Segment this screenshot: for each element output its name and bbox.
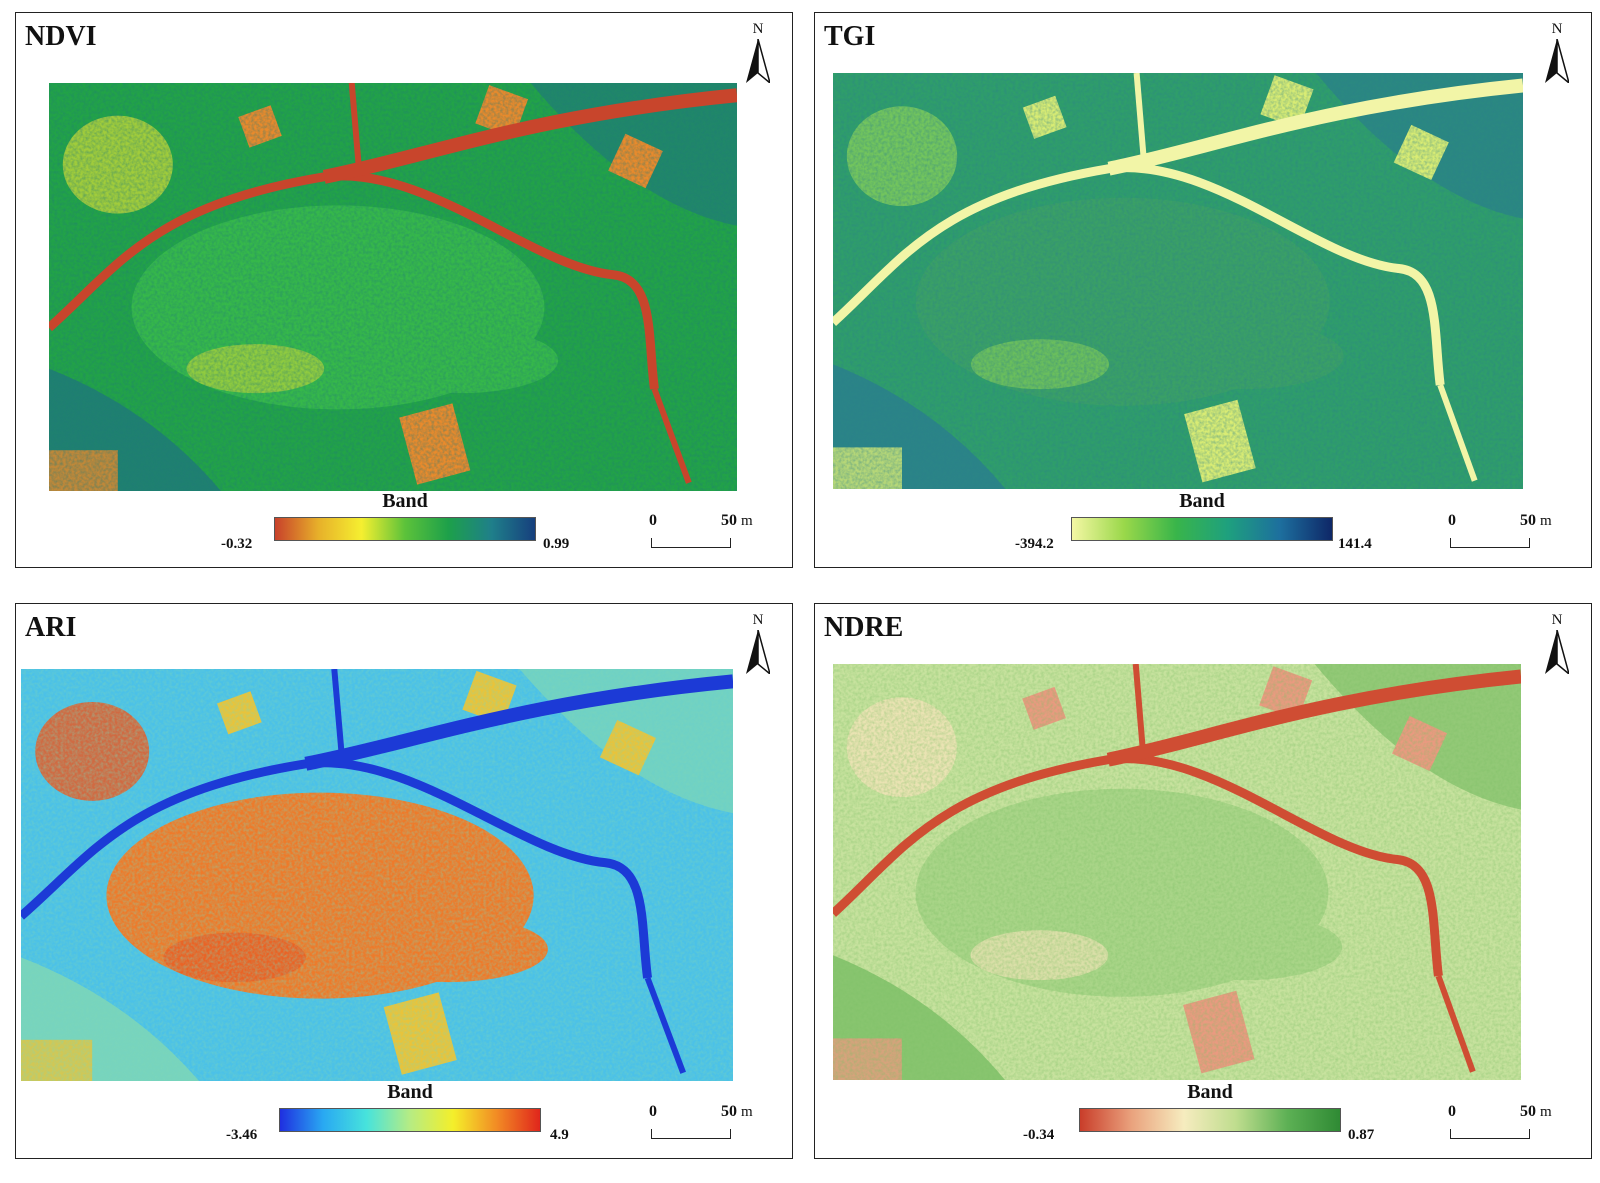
colorbar-max-label: 4.9 <box>550 1127 569 1143</box>
scale-unit: m <box>1540 1104 1552 1120</box>
north-label: N <box>752 612 764 628</box>
scale-bar-line <box>1450 538 1530 548</box>
legend-title: Band <box>1179 490 1225 512</box>
scale-zero-label: 0 <box>649 512 657 529</box>
colorbar <box>279 1108 541 1132</box>
north-arrow: N <box>1543 612 1571 674</box>
index-map <box>833 73 1523 489</box>
colorbar-max-label: 141.4 <box>1338 536 1372 552</box>
panel-ari: ARI N Band -3.46 4.9 0 50 m <box>15 603 793 1159</box>
index-map <box>833 664 1521 1080</box>
legend-title: Band <box>387 1081 433 1103</box>
scale-zero-label: 0 <box>649 1103 657 1120</box>
panel-title: NDRE <box>824 612 904 643</box>
scale-bar: 0 50 m <box>1448 512 1568 558</box>
scale-bar: 0 50 m <box>1448 1103 1568 1149</box>
scale-bar: 0 50 m <box>649 512 769 558</box>
scale-max-label: 50 m <box>1520 512 1552 530</box>
north-label: N <box>1551 612 1563 628</box>
panel-title: ARI <box>25 612 77 643</box>
colorbar <box>1079 1108 1341 1132</box>
index-map <box>21 669 733 1081</box>
legend-title: Band <box>382 490 428 512</box>
colorbar-max-label: 0.87 <box>1348 1127 1375 1143</box>
north-arrow: N <box>1543 21 1571 83</box>
scale-unit: m <box>1540 513 1552 529</box>
panel-title: TGI <box>824 21 876 52</box>
panel-ndvi: NDVI N Band -0.32 0.99 0 50 m <box>15 12 793 568</box>
north-label: N <box>1551 21 1563 37</box>
scale-zero-label: 0 <box>1448 512 1456 529</box>
north-arrow-icon <box>1545 39 1569 83</box>
scale-bar-line <box>1450 1129 1530 1139</box>
scale-max-value: 50 <box>1520 512 1536 529</box>
colorbar <box>1071 517 1333 541</box>
north-label: N <box>752 21 764 37</box>
colorbar-max-label: 0.99 <box>543 536 570 552</box>
scale-max-value: 50 <box>1520 1103 1536 1120</box>
north-arrow-icon <box>746 630 770 674</box>
scale-max-value: 50 <box>721 512 737 529</box>
north-arrow-icon <box>746 39 770 83</box>
scale-unit: m <box>741 1104 753 1120</box>
colorbar-min-label: -0.32 <box>221 536 253 552</box>
index-map <box>49 83 737 491</box>
panel-tgi: TGI N Band -394.2 141.4 0 50 m <box>814 12 1592 568</box>
scale-bar: 0 50 m <box>649 1103 769 1149</box>
scale-max-label: 50 m <box>721 512 753 530</box>
scale-max-label: 50 m <box>721 1103 753 1121</box>
north-arrow: N <box>744 612 772 674</box>
scale-max-value: 50 <box>721 1103 737 1120</box>
colorbar-min-label: -3.46 <box>226 1127 258 1143</box>
colorbar-min-label: -394.2 <box>1015 536 1054 552</box>
scale-bar-line <box>651 538 731 548</box>
panel-title: NDVI <box>25 21 97 52</box>
colorbar <box>274 517 536 541</box>
scale-zero-label: 0 <box>1448 1103 1456 1120</box>
legend-title: Band <box>1187 1081 1233 1103</box>
scale-max-label: 50 m <box>1520 1103 1552 1121</box>
north-arrow: N <box>744 21 772 83</box>
colorbar-min-label: -0.34 <box>1023 1127 1055 1143</box>
north-arrow-icon <box>1545 630 1569 674</box>
panel-ndre: NDRE N Band -0.34 0.87 0 50 m <box>814 603 1592 1159</box>
scale-unit: m <box>741 513 753 529</box>
scale-bar-line <box>651 1129 731 1139</box>
